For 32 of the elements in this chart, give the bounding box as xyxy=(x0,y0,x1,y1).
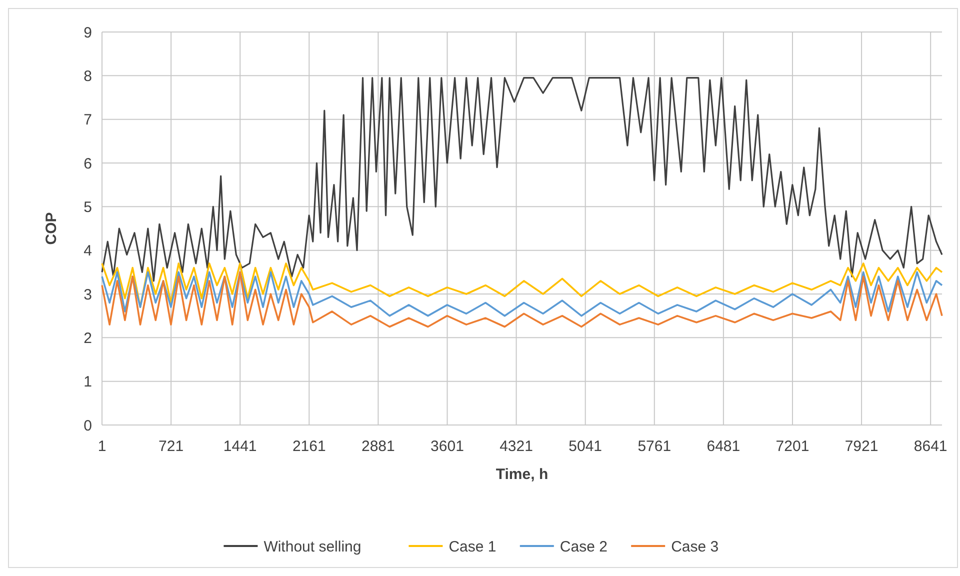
y-tick-label: 0 xyxy=(84,417,92,434)
y-tick-label: 9 xyxy=(84,24,92,42)
x-tick-label: 2881 xyxy=(362,438,395,455)
x-tick-label: 2161 xyxy=(292,438,326,455)
x-tick-label: 1 xyxy=(98,438,106,455)
legend-label: Without selling xyxy=(264,538,362,556)
line-series xyxy=(101,77,943,282)
x-tick-label: 721 xyxy=(158,438,184,455)
x-tick-label: 6481 xyxy=(706,438,740,455)
line-series xyxy=(101,271,943,317)
x-axis-title: Time, h xyxy=(496,466,548,483)
legend-label: Case 3 xyxy=(671,538,719,556)
x-tick-label: 3601 xyxy=(430,438,464,455)
y-tick-label: 3 xyxy=(84,286,92,304)
x-tick-label: 5761 xyxy=(638,438,672,455)
x-tick-label: 4321 xyxy=(500,438,533,455)
y-tick-label: 5 xyxy=(84,198,92,216)
legend-label: Case 1 xyxy=(448,538,496,556)
x-tick-label: 8641 xyxy=(914,438,948,455)
y-tick-label: 7 xyxy=(84,112,92,129)
y-axis-title: COP xyxy=(43,212,60,245)
x-tick-label: 7921 xyxy=(844,438,878,455)
y-tick-label: 6 xyxy=(84,155,92,172)
line-series xyxy=(101,271,943,328)
y-tick-label: 4 xyxy=(84,242,92,260)
x-tick-label: 1441 xyxy=(223,438,257,455)
y-tick-label: 1 xyxy=(84,374,92,391)
y-tick-label: 8 xyxy=(84,68,92,85)
y-tick-label: 2 xyxy=(84,330,92,347)
x-tick-label: 5041 xyxy=(568,438,602,455)
x-tick-label: 7201 xyxy=(776,438,810,455)
legend-label: Case 2 xyxy=(560,538,608,556)
